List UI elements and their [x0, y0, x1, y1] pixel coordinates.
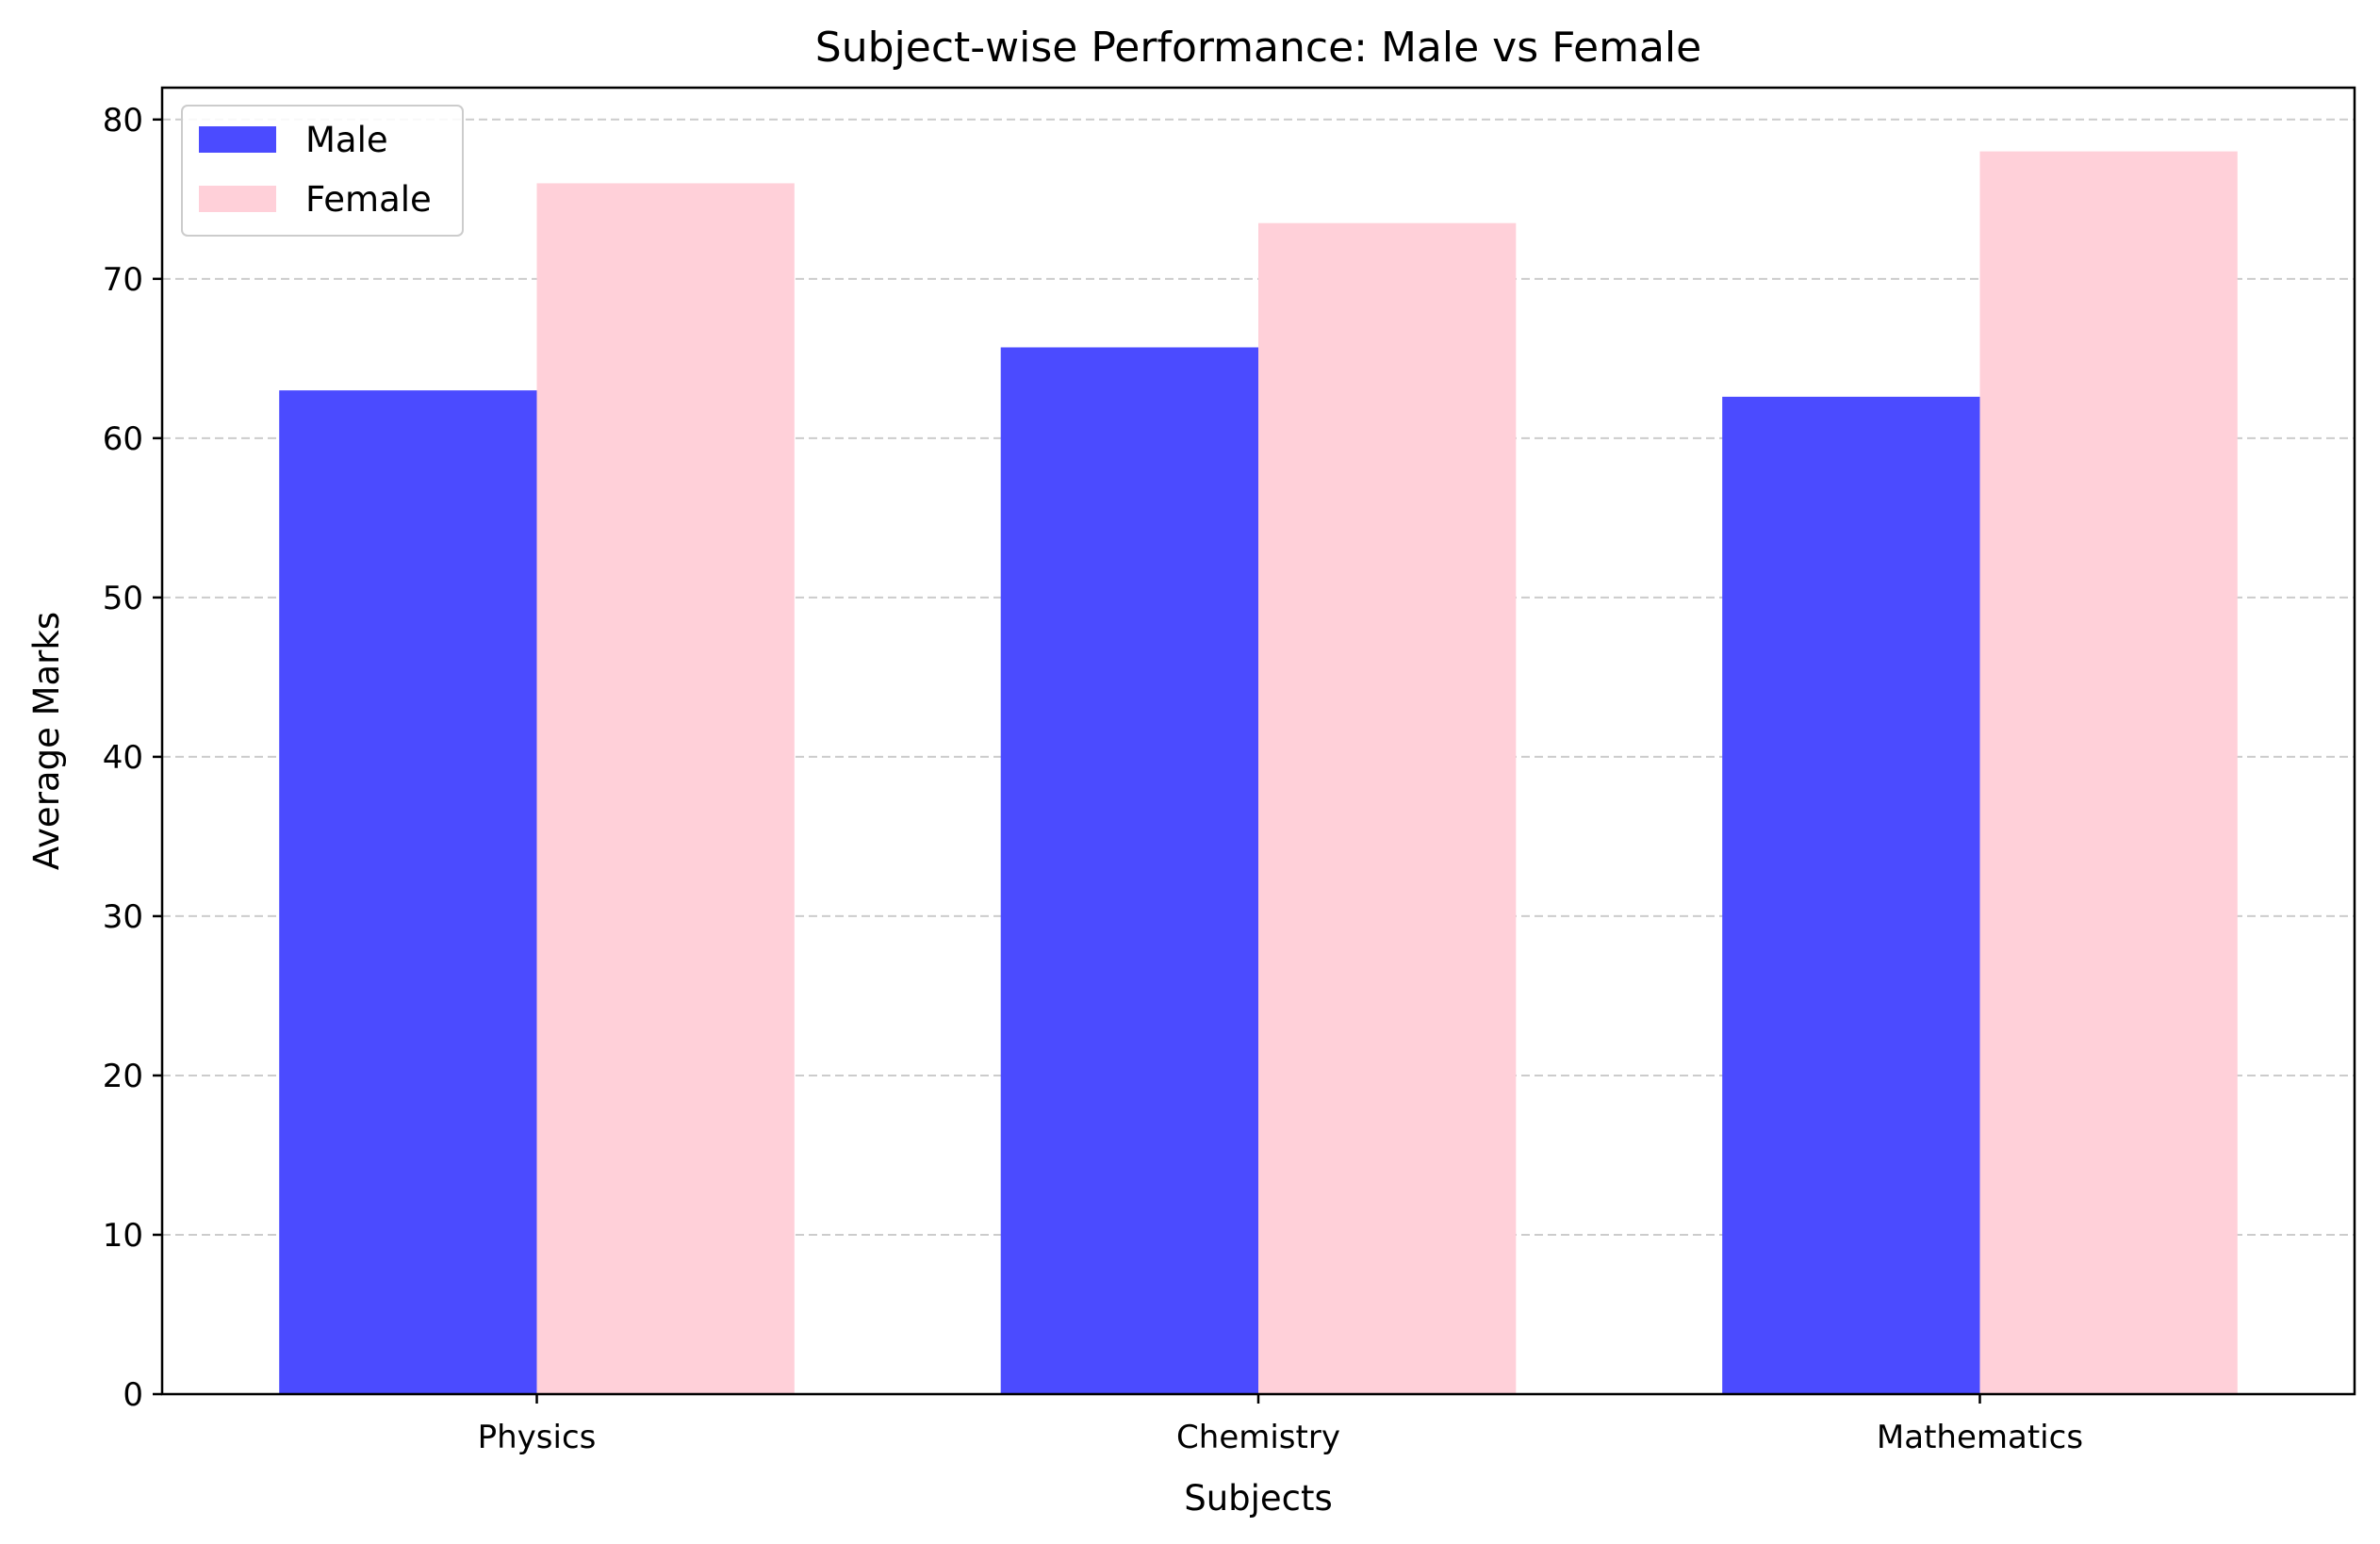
y-tick-label: 10	[103, 1217, 143, 1255]
x-tick-label: Mathematics	[1877, 1419, 2083, 1456]
legend-label-male: Male	[305, 120, 388, 160]
x-tick-label: Physics	[478, 1419, 597, 1456]
legend-swatch-male	[199, 126, 276, 153]
legend-swatch-female	[199, 186, 276, 212]
x-axis-ticks: Physics Chemistry Mathematics	[478, 1394, 2083, 1456]
bar-male-mathematics	[1722, 396, 1980, 1394]
legend-label-female: Female	[305, 179, 432, 220]
bar-male-chemistry	[1000, 347, 1258, 1394]
bar-female-physics	[536, 183, 795, 1394]
y-tick-label: 20	[103, 1058, 143, 1095]
legend: Male Female	[181, 105, 464, 237]
bar-male-physics	[279, 390, 537, 1394]
y-tick-label: 30	[103, 898, 143, 936]
bar-female-chemistry	[1258, 222, 1517, 1394]
y-tick-label: 0	[123, 1376, 143, 1414]
bar-female-mathematics	[1979, 151, 2238, 1395]
x-tick-label: Chemistry	[1176, 1419, 1340, 1456]
bars	[279, 151, 2238, 1395]
y-tick-label: 50	[103, 580, 143, 617]
x-axis-label: Subjects	[1184, 1478, 1333, 1519]
y-axis-label: Average Marks	[26, 612, 67, 870]
y-tick-label: 60	[103, 420, 143, 458]
y-tick-label: 40	[103, 739, 143, 777]
y-tick-label: 80	[103, 102, 143, 140]
y-tick-label: 70	[103, 261, 143, 299]
y-axis-ticks: 0 10 20 30 40 50 60 70 80	[103, 102, 162, 1414]
chart-title: Subject-wise Performance: Male vs Female	[815, 24, 1701, 72]
